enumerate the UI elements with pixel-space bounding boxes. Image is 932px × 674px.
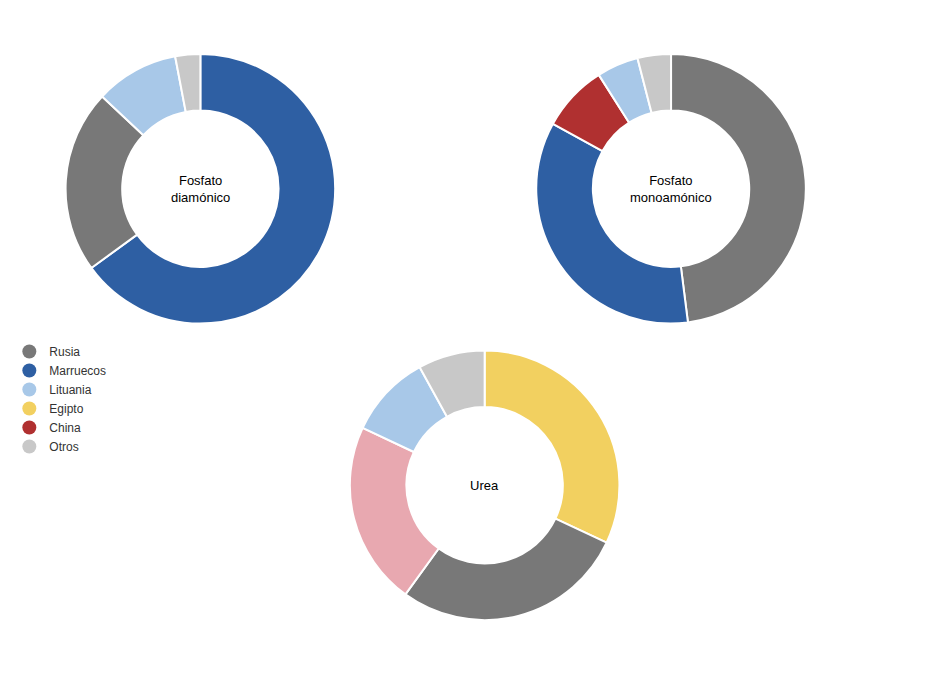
svg-text:Egipto: Egipto <box>49 402 83 416</box>
svg-text:Otros: Otros <box>49 440 78 454</box>
svg-text:Lituania: Lituania <box>49 383 91 397</box>
svg-text:Fosfatodiamónico: Fosfatodiamónico <box>171 173 230 205</box>
svg-text:Urea: Urea <box>470 478 499 493</box>
svg-text:Fosfatomonoamónico: Fosfatomonoamónico <box>630 173 712 205</box>
svg-text:China: China <box>49 421 81 435</box>
svg-text:Rusia: Rusia <box>49 345 80 359</box>
svg-text:Marruecos: Marruecos <box>49 364 106 378</box>
